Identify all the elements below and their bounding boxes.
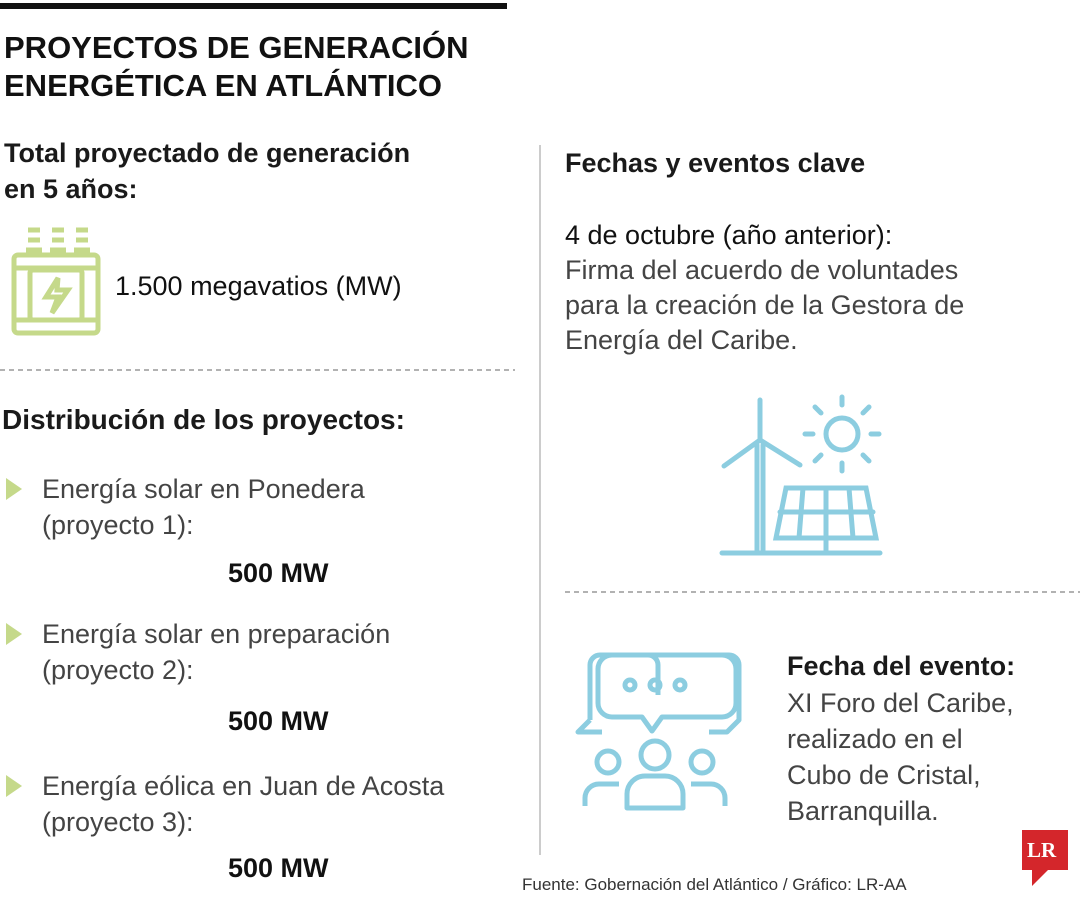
- event-text: Firma del acuerdo de voluntades: [565, 255, 959, 285]
- title: ENERGÉTICA EN ATLÁNTICO: [4, 68, 443, 103]
- logo: LR: [1027, 838, 1057, 862]
- event-text: Energía del Caribe.: [565, 325, 798, 355]
- event-date: Fecha del evento:: [787, 651, 1016, 681]
- renewable-icon: [719, 394, 883, 556]
- logo-badge: [1022, 830, 1068, 886]
- triangles: [6, 478, 22, 797]
- item-label: Energía solar en preparación: [42, 619, 391, 649]
- forum-icon: [575, 652, 742, 811]
- item-label: Energía solar en Ponedera: [42, 474, 365, 504]
- heading: Total proyectado de generación: [4, 138, 411, 168]
- source: Fuente: Gobernación del Atlántico / Gráf…: [522, 875, 907, 894]
- title: PROYECTOS DE GENERACIÓN: [4, 30, 469, 65]
- event-text: Cubo de Cristal,: [787, 760, 981, 790]
- event-text: realizado en el: [787, 724, 963, 754]
- item-value: 500 MW: [228, 558, 329, 588]
- transformer-icon: [11, 227, 101, 336]
- item-value: 500 MW: [228, 706, 329, 736]
- item-label: (proyecto 2):: [42, 655, 194, 685]
- event-date: 4 de octubre (año anterior):: [565, 220, 893, 250]
- item-label: Energía eólica en Juan de Acosta: [42, 771, 445, 801]
- item-value: 500 MW: [228, 853, 329, 883]
- item-label: (proyecto 3):: [42, 807, 194, 837]
- event-text: Barranquilla.: [787, 796, 939, 826]
- heading: en 5 años:: [4, 174, 138, 204]
- top-bar: [0, 3, 507, 9]
- total-value: 1.500 megavatios (MW): [115, 271, 402, 301]
- heading: Fechas y eventos clave: [565, 148, 866, 178]
- item-label: (proyecto 1):: [42, 510, 194, 540]
- heading: Distribución de los proyectos:: [2, 404, 405, 435]
- event-text: XI Foro del Caribe,: [787, 688, 1014, 718]
- event-text: para la creación de la Gestora de: [565, 290, 965, 320]
